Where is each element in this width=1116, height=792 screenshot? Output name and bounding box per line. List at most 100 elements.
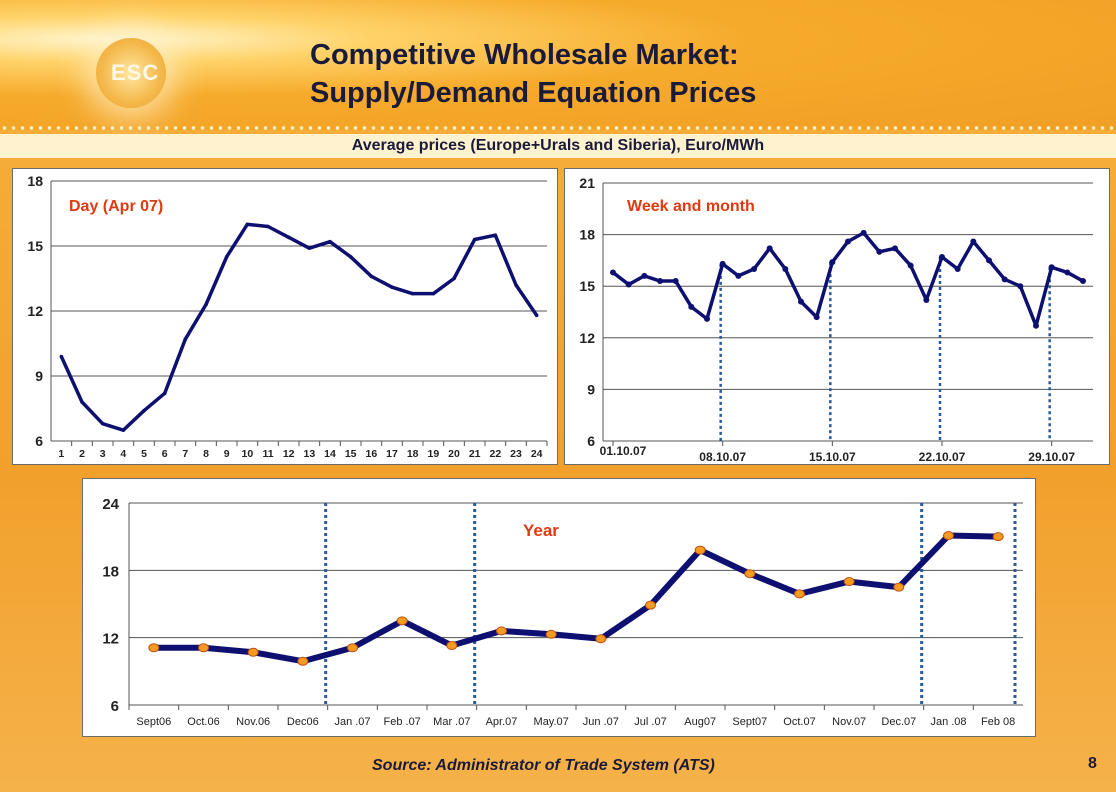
page-number: 8 xyxy=(1088,755,1097,772)
company-logo xyxy=(96,38,166,108)
x-tick-label: 8 xyxy=(203,448,209,460)
data-point xyxy=(845,238,851,245)
data-point xyxy=(369,274,374,279)
data-point xyxy=(286,235,291,240)
data-point xyxy=(939,253,945,260)
data-point xyxy=(782,266,789,272)
data-point xyxy=(297,656,309,666)
x-tick-label: 9 xyxy=(224,448,230,460)
x-tick-label: 14 xyxy=(324,448,336,460)
chart-subtitle: Average prices (Europe+Urals and Siberia… xyxy=(351,137,765,154)
data-point xyxy=(813,314,820,321)
data-point xyxy=(204,302,208,307)
data-point xyxy=(390,285,394,289)
y-tick-label: 12 xyxy=(579,330,595,346)
data-point xyxy=(545,629,557,639)
data-point xyxy=(496,626,507,636)
data-point xyxy=(892,245,898,252)
x-tick-label: 13 xyxy=(303,448,315,460)
data-point xyxy=(688,303,695,310)
day-series-line xyxy=(59,222,539,432)
data-point xyxy=(798,298,804,305)
x-tick-label: 7 xyxy=(182,448,188,460)
subtitle-bar: Average prices (Europe+Urals and Siberia… xyxy=(0,134,1116,158)
chart-title-week: Week and month xyxy=(627,198,755,215)
data-point xyxy=(162,391,167,396)
header-background xyxy=(0,0,1116,130)
x-tick-label: 4 xyxy=(120,448,126,460)
week-month-chart-panel: 6 9 12 15 18 21 01.10.07 08.10.07 15.10.07 22.10.… xyxy=(564,168,1110,465)
x-tick-label: Oct.07 xyxy=(783,716,815,728)
data-point xyxy=(328,239,332,244)
data-point xyxy=(625,281,632,288)
year-chart-panel: 6 12 18 24 Sept06 Oct.06 Nov.06 Dec06 Jan .07 Feb… xyxy=(82,478,1036,737)
data-point xyxy=(954,266,961,272)
data-point xyxy=(829,259,836,266)
data-point xyxy=(744,569,756,579)
x-tick-label: 01.10.07 xyxy=(600,444,647,458)
x-tick-label: 16 xyxy=(365,448,377,460)
data-point xyxy=(446,641,458,651)
data-point xyxy=(735,272,742,279)
data-point xyxy=(307,246,312,250)
data-point xyxy=(751,266,757,272)
x-tick-label: 23 xyxy=(510,448,522,460)
logo-text: ESC xyxy=(111,60,160,85)
x-tick-label: 1 xyxy=(58,448,64,460)
data-point xyxy=(452,276,456,281)
week-month-chart: 6 9 12 15 18 21 01.10.07 08.10.07 15.10.07 22.10.… xyxy=(579,175,1093,464)
x-tick-label: Nov.06 xyxy=(236,716,270,728)
x-tick-label: 08.10.07 xyxy=(699,450,746,464)
x-tick-label: 20 xyxy=(448,448,460,460)
x-tick-label: Sept06 xyxy=(136,716,171,728)
x-tick-label: Nov.07 xyxy=(832,716,866,728)
x-tick-label: 21 xyxy=(469,448,481,460)
x-tick-label: 22 xyxy=(489,448,501,460)
data-point xyxy=(183,337,188,341)
data-point xyxy=(704,315,710,322)
data-point xyxy=(986,257,992,264)
data-point xyxy=(198,643,209,653)
data-point xyxy=(1001,276,1008,283)
data-point xyxy=(121,428,126,432)
data-point xyxy=(347,643,358,653)
data-point xyxy=(148,643,160,653)
data-point xyxy=(1017,283,1024,290)
x-tick-label: 15 xyxy=(345,448,357,460)
x-tick-label: 15.10.07 xyxy=(809,450,856,464)
data-point xyxy=(907,262,914,269)
x-tick-label: Sept07 xyxy=(732,716,767,728)
x-tick-label: Dec06 xyxy=(287,716,319,728)
page-title: Competitive Wholesale Market: Supply/Dem… xyxy=(310,39,757,109)
y-tick-label: 15 xyxy=(579,278,595,294)
data-point xyxy=(534,313,539,318)
data-point xyxy=(595,634,607,644)
y-tick-label: 24 xyxy=(102,496,119,513)
source-note: Source: Administrator of Trade System (A… xyxy=(372,757,715,774)
data-point xyxy=(1064,269,1071,276)
y-tick-label: 15 xyxy=(27,238,43,254)
x-tick-label: 10 xyxy=(241,448,253,460)
x-tick-label: Apr.07 xyxy=(486,716,518,728)
data-point xyxy=(876,248,883,255)
x-tick-label: 2 xyxy=(79,448,85,460)
data-point xyxy=(1048,264,1055,271)
x-tick-label: Oct.06 xyxy=(187,716,219,728)
x-tick-label: 29.10.07 xyxy=(1028,450,1075,464)
data-point xyxy=(843,577,855,587)
chart-title-year: Year xyxy=(523,521,559,540)
data-point xyxy=(657,278,663,285)
y-tick-label: 9 xyxy=(587,381,595,397)
x-tick-label: Feb 08 xyxy=(981,716,1015,728)
x-tick-label: 19 xyxy=(427,448,439,460)
data-point xyxy=(245,222,250,227)
data-point xyxy=(610,269,616,276)
y-tick-label: 12 xyxy=(27,303,43,319)
data-point xyxy=(893,582,905,592)
y-tick-label: 12 xyxy=(102,631,119,648)
year-series-line xyxy=(153,532,999,665)
data-point xyxy=(923,296,930,303)
y-tick-label: 6 xyxy=(587,433,595,449)
data-point xyxy=(247,647,259,657)
